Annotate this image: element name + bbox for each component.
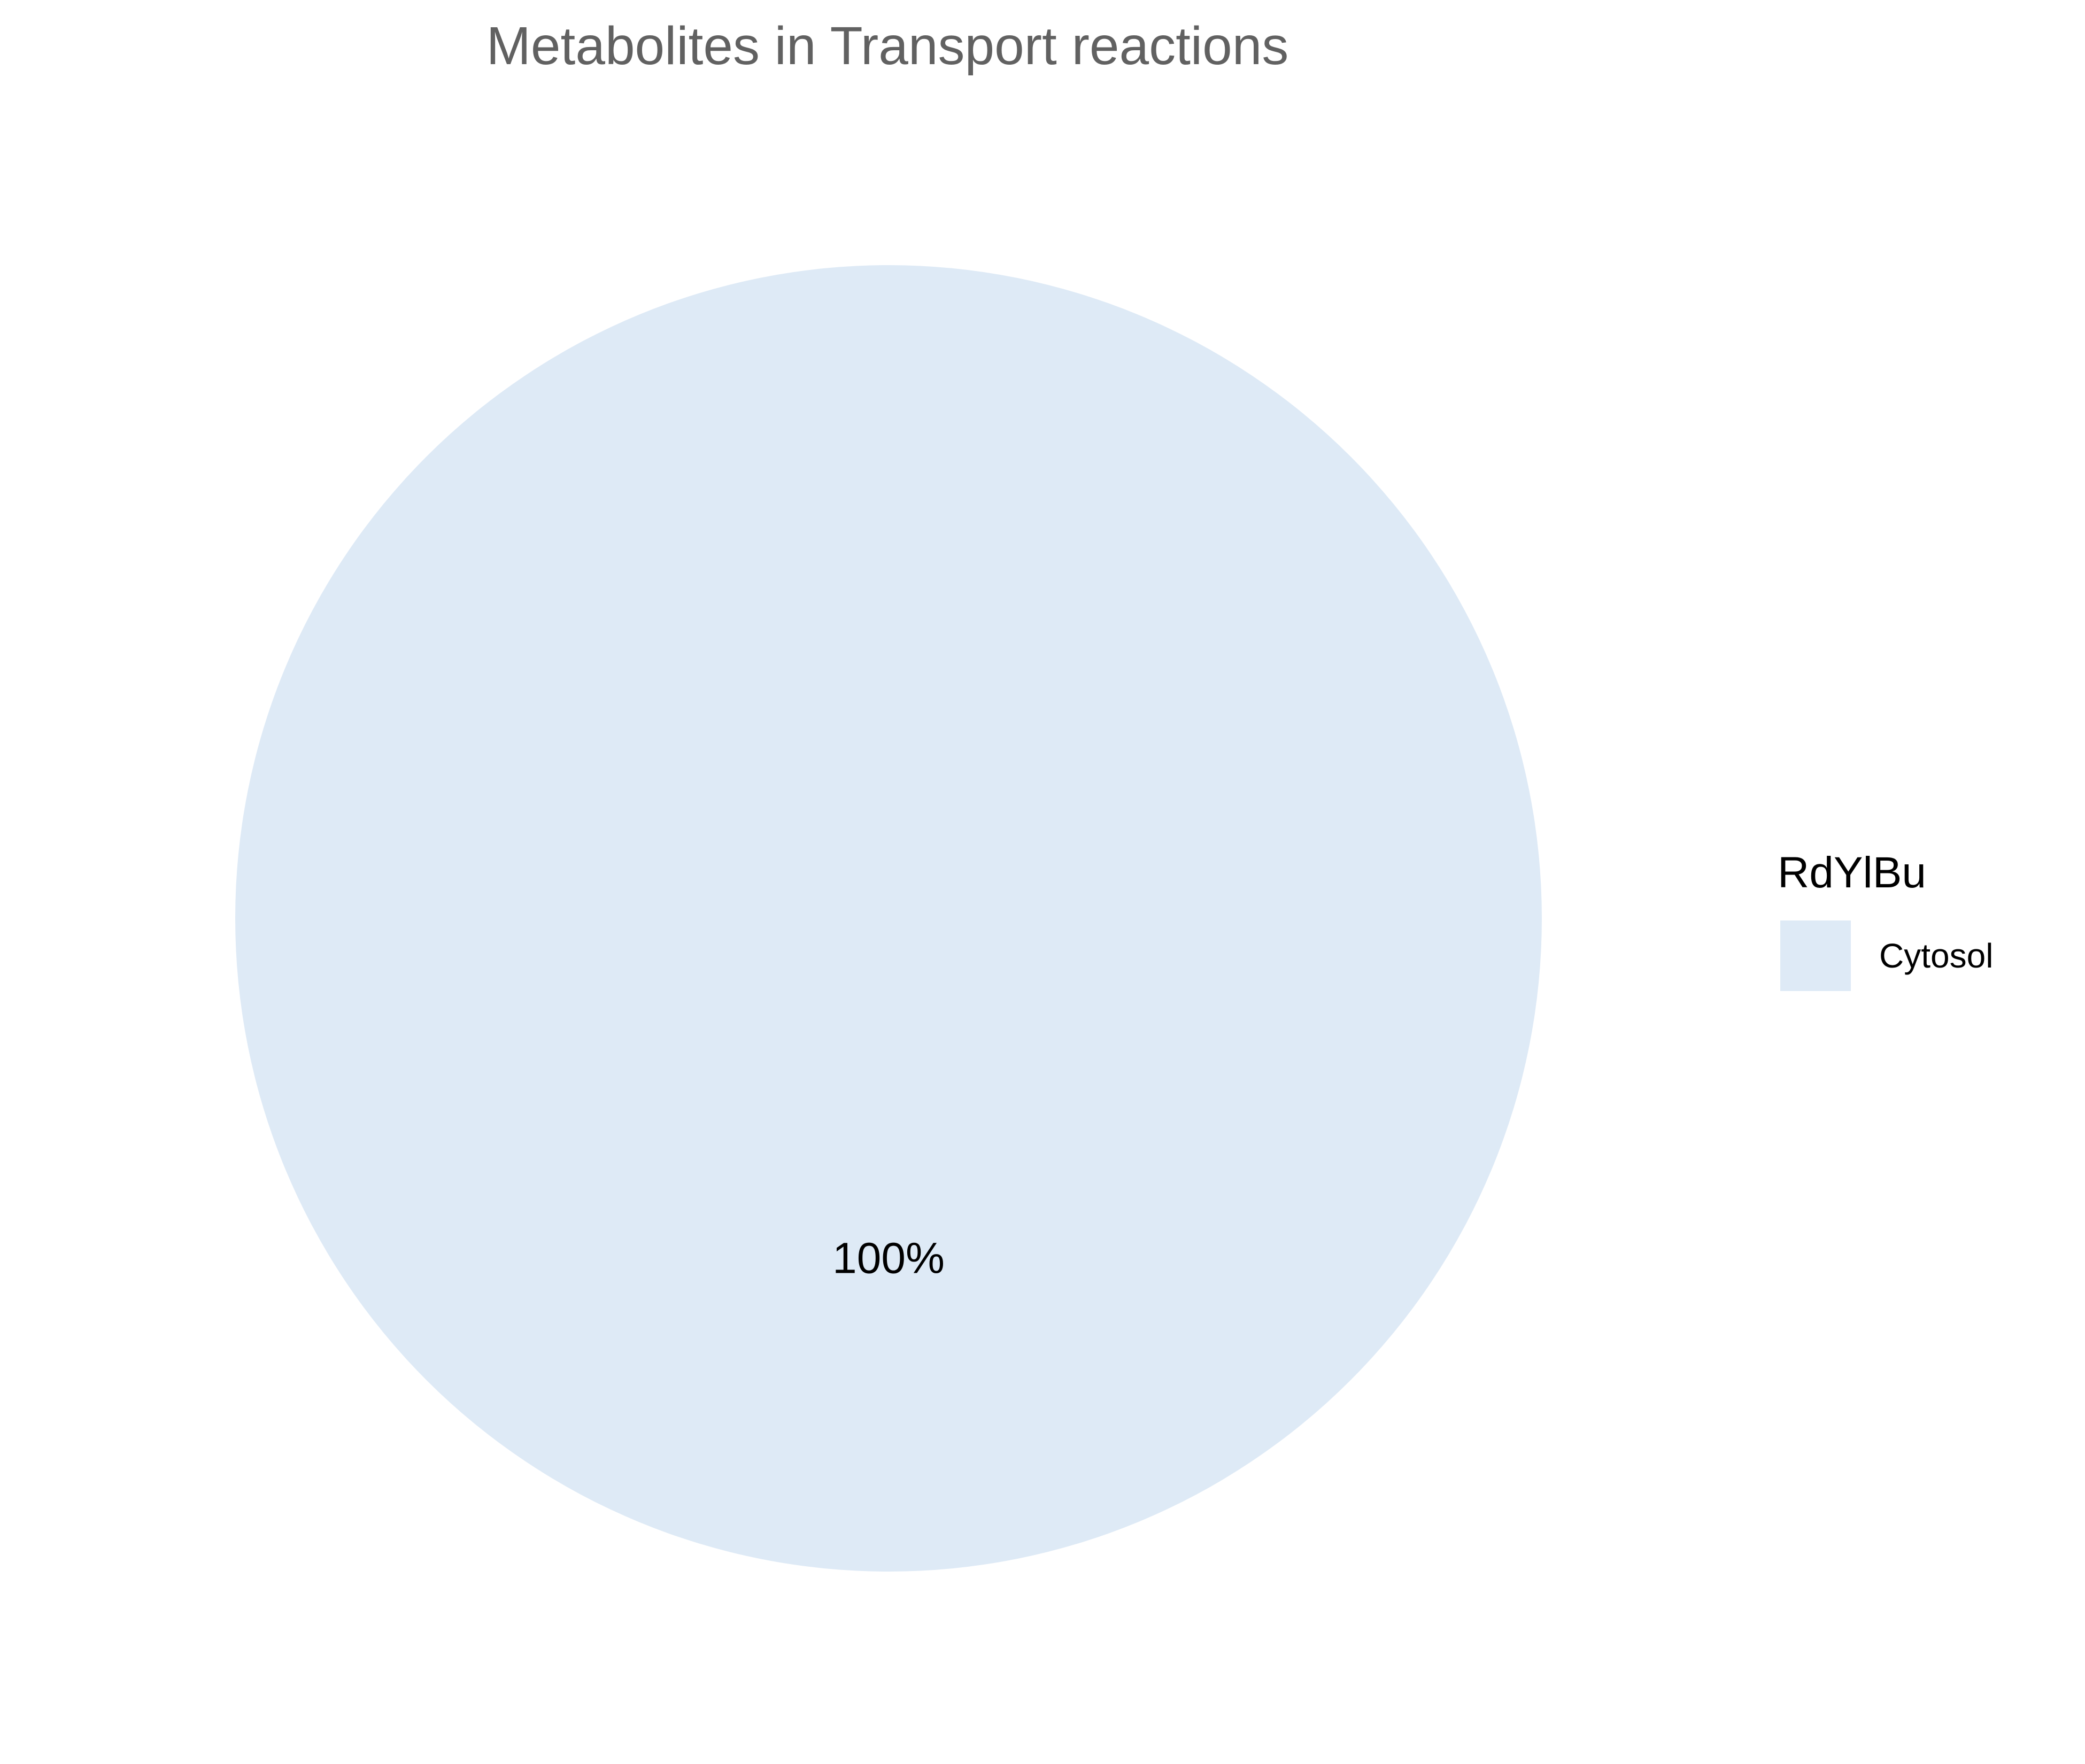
legend-key-cytosol (1780, 920, 1851, 991)
legend-title: RdYlBu (1778, 848, 1926, 897)
legend-label: Cytosol (1879, 937, 1993, 975)
chart-title: Metabolites in Transport reactions (486, 16, 1289, 76)
pie-slices (235, 265, 1542, 1572)
slice-labels: 100% (832, 1234, 945, 1282)
legend-items: Cytosol (1780, 920, 1993, 991)
pie-slice-cytosol (235, 265, 1542, 1572)
slice-label: 100% (832, 1234, 945, 1282)
legend: RdYlBu Cytosol (1778, 848, 1993, 991)
